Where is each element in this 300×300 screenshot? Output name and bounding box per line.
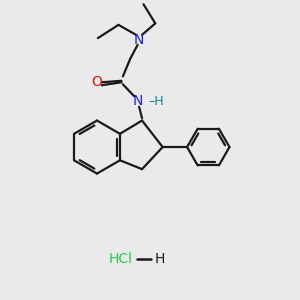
Text: –H: –H bbox=[148, 95, 164, 108]
Text: HCl: HCl bbox=[109, 252, 133, 266]
Text: N: N bbox=[134, 33, 144, 46]
Text: N: N bbox=[132, 94, 143, 108]
Text: H: H bbox=[155, 252, 166, 266]
Text: O: O bbox=[91, 75, 102, 89]
